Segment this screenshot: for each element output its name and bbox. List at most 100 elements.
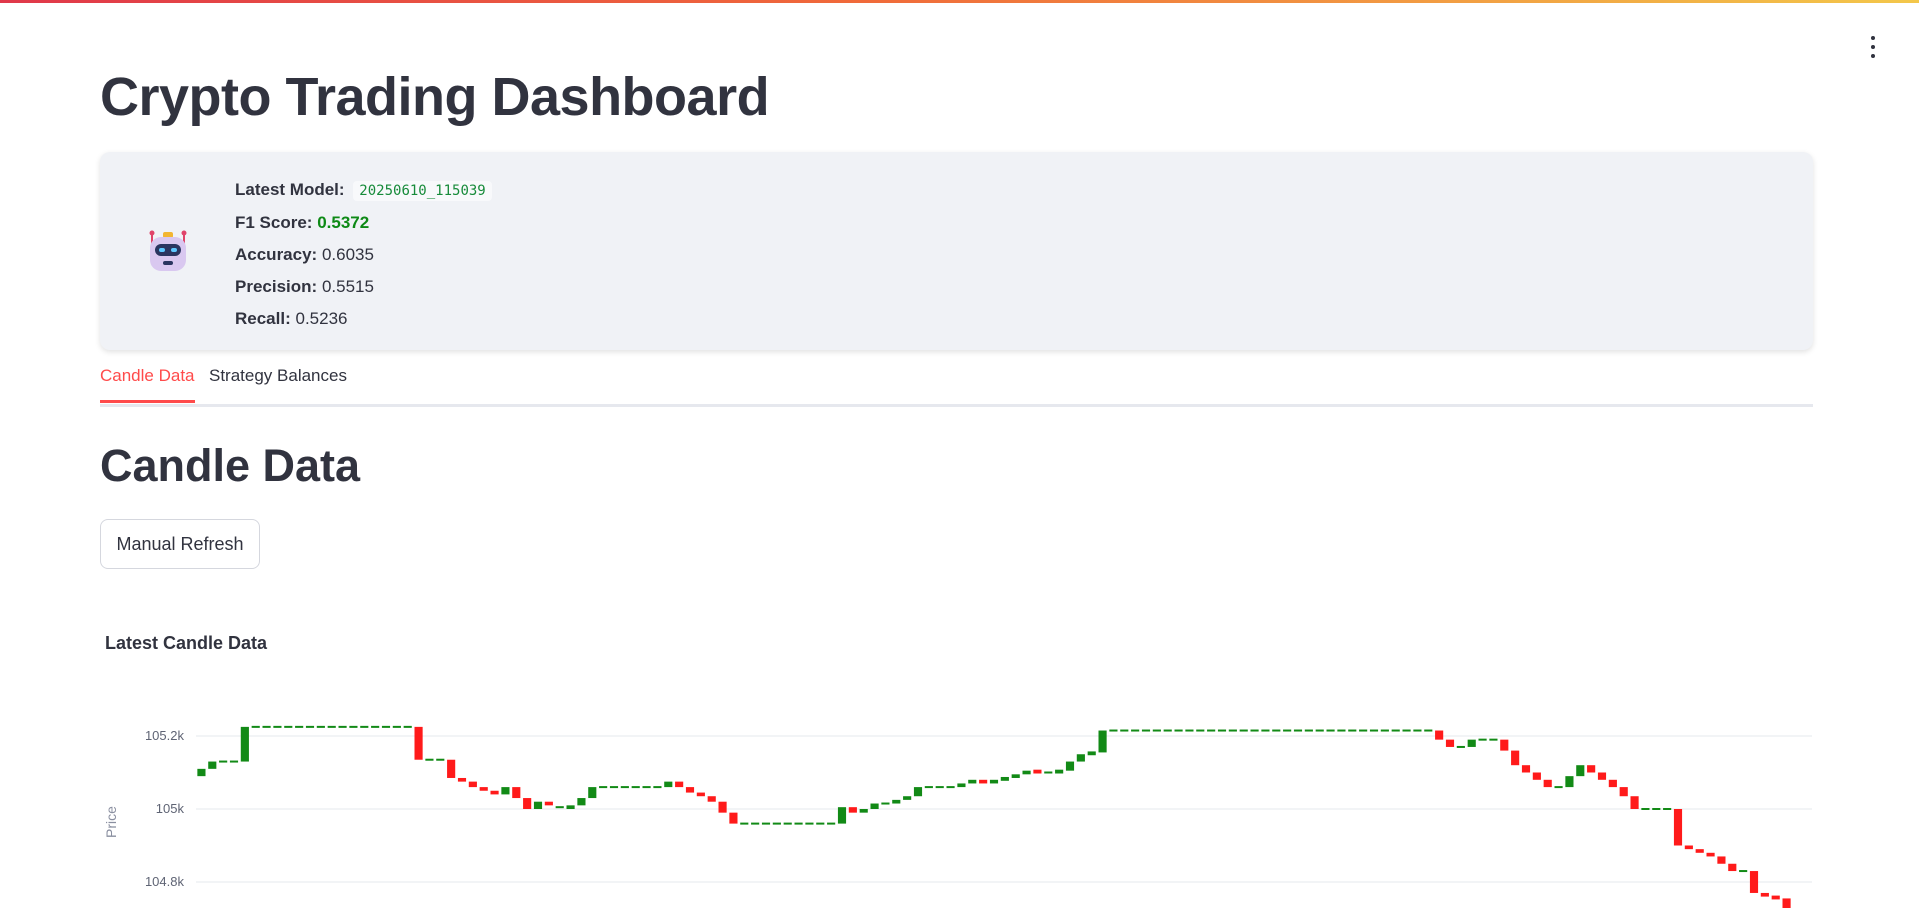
candle-129	[1597, 772, 1607, 780]
candle-83	[1098, 730, 1107, 753]
candle-97	[1250, 729, 1259, 732]
candle-107	[1359, 729, 1368, 732]
candle-93	[1207, 729, 1216, 732]
candle-101	[1293, 729, 1303, 732]
f1-score-label: F1 Score:	[235, 213, 313, 232]
candle-39	[620, 786, 629, 789]
candle-80	[1065, 761, 1075, 771]
y-tick-label-2: 105.2k	[145, 728, 185, 743]
candle-125	[1554, 786, 1563, 789]
candle-62	[870, 803, 879, 809]
candle-110	[1391, 729, 1400, 732]
candle-35	[577, 798, 586, 806]
candle-86	[1131, 729, 1140, 732]
candle-60	[848, 807, 857, 813]
candle-37	[599, 786, 608, 789]
candle-96	[1239, 729, 1248, 732]
candle-38	[609, 786, 619, 789]
candle-115	[1445, 739, 1455, 747]
candle-0	[197, 768, 206, 777]
candle-52	[761, 822, 771, 825]
candle-13	[338, 725, 347, 728]
candle-116	[1456, 745, 1465, 748]
candle-20	[414, 726, 423, 760]
model-info-card: Latest Model: 20250610_115039 F1 Score: …	[100, 152, 1813, 350]
candle-122	[1521, 765, 1531, 773]
candle-124	[1543, 779, 1552, 788]
candle-99	[1272, 729, 1281, 732]
candle-77	[1033, 769, 1042, 774]
candle-140	[1717, 856, 1726, 864]
precision-label: Precision:	[235, 277, 318, 296]
candle-3	[229, 760, 239, 763]
candle-132	[1630, 796, 1639, 809]
f1-score-value: 0.5372	[317, 213, 370, 232]
candle-71	[968, 779, 977, 784]
candle-58	[827, 822, 836, 825]
candle-74	[1000, 776, 1009, 781]
candle-41	[642, 786, 651, 789]
candle-18	[392, 725, 401, 728]
tab-bar: Candle Data Strategy Balances	[100, 362, 1813, 407]
candle-102	[1304, 729, 1313, 732]
f1-score-row: F1 Score: 0.5372	[235, 207, 492, 239]
candle-76	[1022, 770, 1031, 775]
candle-23	[447, 759, 456, 778]
candle-6	[262, 725, 271, 728]
candle-78	[1044, 771, 1053, 774]
candle-91	[1185, 729, 1194, 732]
candle-134	[1652, 808, 1661, 810]
candle-139	[1706, 852, 1715, 857]
tab-strategy-balances[interactable]: Strategy Balances	[209, 366, 347, 385]
candle-133	[1641, 808, 1650, 810]
candle-42	[653, 786, 662, 789]
candle-119	[1489, 738, 1498, 741]
candle-84	[1109, 729, 1118, 732]
candle-136	[1673, 809, 1683, 846]
candle-145	[1771, 895, 1780, 900]
candle-112	[1413, 729, 1422, 732]
tab-candle-data[interactable]: Candle Data	[100, 366, 195, 403]
candle-126	[1565, 776, 1574, 788]
precision-row: Precision: 0.5515	[235, 271, 492, 303]
latest-model-value: 20250610_115039	[353, 181, 492, 201]
candle-27	[490, 790, 499, 795]
candle-64	[892, 799, 901, 804]
y-tick-label-1: 105k	[156, 801, 185, 816]
recall-label: Recall:	[235, 309, 291, 328]
candle-103	[1315, 729, 1324, 732]
chart-title: Latest Candle Data	[105, 633, 268, 653]
candle-9	[295, 725, 304, 728]
candle-2	[219, 760, 228, 763]
candle-26	[479, 787, 488, 791]
candle-98	[1261, 729, 1270, 732]
candle-128	[1587, 765, 1596, 773]
candle-67	[924, 786, 933, 789]
candle-143	[1749, 871, 1759, 893]
kebab-menu-icon[interactable]	[1863, 36, 1883, 58]
accuracy-row: Accuracy: 0.6035	[235, 239, 492, 271]
candle-135	[1663, 808, 1672, 810]
y-tick-label-0: 104.8k	[145, 874, 185, 889]
candle-120	[1500, 739, 1509, 751]
candle-88	[1152, 729, 1161, 732]
candle-144	[1760, 892, 1769, 897]
robot-icon	[149, 230, 187, 271]
manual-refresh-button[interactable]: Manual Refresh	[100, 519, 260, 569]
candle-50	[740, 822, 749, 825]
candle-7	[273, 725, 282, 728]
recall-row: Recall: 0.5236	[235, 303, 492, 335]
section-title: Candle Data	[100, 440, 361, 491]
candle-chart: 104.8k 105k 105.2k Price	[103, 725, 1812, 908]
candle-63	[881, 802, 890, 805]
candle-111	[1402, 729, 1411, 732]
candle-141	[1728, 863, 1737, 872]
candle-43	[664, 781, 673, 788]
candle-109	[1380, 729, 1389, 732]
candle-10	[305, 725, 315, 728]
candle-69	[946, 786, 955, 789]
candle-138	[1695, 849, 1704, 853]
candle-8	[284, 725, 293, 728]
candle-14	[349, 725, 358, 728]
candle-73	[989, 779, 999, 784]
